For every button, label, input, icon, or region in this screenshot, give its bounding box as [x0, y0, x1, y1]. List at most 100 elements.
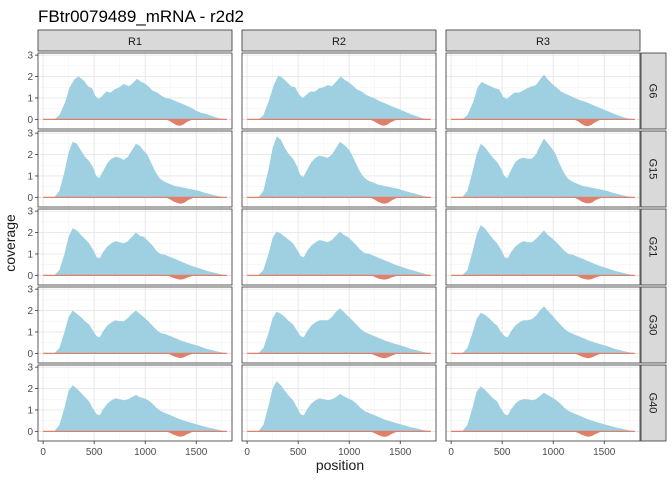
y-tick-label: 0 [27, 271, 33, 282]
x-tick-label: 1500 [389, 447, 412, 458]
y-tick-label: 3 [27, 285, 33, 296]
facet-panel [241, 286, 437, 364]
plus-strand-area [451, 306, 635, 354]
panel-border [37, 52, 233, 130]
minus-strand-area [247, 197, 431, 204]
x-tick-label: 1000 [338, 447, 361, 458]
y-tick-label: 0 [27, 427, 33, 438]
row-strip [640, 208, 667, 286]
plus-strand-area [451, 386, 635, 432]
x-tick-label: 0 [244, 447, 250, 458]
x-tick-label: 500 [86, 447, 103, 458]
panel-border [37, 130, 233, 208]
panel-border [445, 52, 641, 130]
facet-panel: 0 1 2 3 [27, 51, 233, 130]
panel-border [37, 364, 233, 442]
plus-strand-area [43, 228, 227, 276]
panel-border [445, 286, 641, 364]
x-tick-label: 1500 [185, 447, 208, 458]
y-tick-label: 3 [27, 363, 33, 374]
facet-panel [445, 286, 641, 364]
x-tick-label: 1000 [134, 447, 157, 458]
y-tick-label: 1 [27, 93, 33, 104]
y-tick-label: 1 [27, 171, 33, 182]
row-strip-label: G40 [647, 393, 659, 414]
minus-strand-area [247, 275, 431, 280]
panel-border [445, 364, 641, 442]
panel-border [241, 130, 437, 208]
y-tick-label: 2 [27, 72, 33, 83]
minus-strand-area [247, 431, 431, 437]
x-axis-label: position [316, 457, 364, 473]
row-strip [640, 130, 667, 208]
x-tick-label: 1000 [542, 447, 565, 458]
minus-strand-area [43, 353, 227, 359]
facet-panel [241, 52, 437, 130]
x-tick-label: 0 [40, 447, 46, 458]
facet-panel: 0 500 1000 1500 [241, 364, 437, 458]
row-strip-label: G30 [647, 315, 659, 336]
y-tick-label: 3 [27, 207, 33, 218]
x-tick-label: 1500 [593, 447, 616, 458]
plus-strand-area [43, 310, 227, 354]
column-strip-label: R3 [536, 36, 550, 48]
x-tick-label: 500 [494, 447, 511, 458]
plus-strand-area [451, 138, 635, 198]
y-tick-label: 2 [27, 306, 33, 317]
facet-panel: 0 1 2 3 [27, 129, 233, 208]
minus-strand-area [43, 431, 227, 437]
facet-grid: R1 R2 R3 G6 G15 G21 G30 G40 0 1 2 3 0 1 2 3 0 1 2 3 0 1 2 3 0 1 2 3… [27, 29, 667, 458]
panel-border [241, 364, 437, 442]
facet-panel [445, 208, 641, 286]
minus-strand-area [451, 431, 635, 437]
facet-panel: 0 1 2 3 [27, 285, 233, 364]
plus-strand-area [43, 141, 227, 198]
minus-strand-area [247, 353, 431, 359]
x-tick-label: 0 [448, 447, 454, 458]
panel-border [241, 208, 437, 286]
minus-strand-area [451, 353, 635, 359]
minus-strand-area [43, 275, 227, 280]
row-strip [640, 286, 667, 364]
facet-panel [445, 130, 641, 208]
minus-strand-area [43, 197, 227, 204]
x-tick-label: 500 [290, 447, 307, 458]
panel-border [445, 208, 641, 286]
row-strip-label: G6 [647, 84, 659, 99]
y-tick-label: 0 [27, 115, 33, 126]
y-tick-label: 0 [27, 193, 33, 204]
column-strip [37, 29, 233, 52]
panel-border [445, 130, 641, 208]
panel-border [241, 52, 437, 130]
facet-panel [445, 52, 641, 130]
y-tick-label: 1 [27, 405, 33, 416]
plus-strand-area [247, 308, 431, 354]
facet-panel: 0 1 2 3 0 500 1000 1500 [27, 363, 233, 458]
plus-strand-area [247, 75, 431, 120]
y-tick-label: 2 [27, 150, 33, 161]
column-strip [445, 29, 641, 52]
row-strip-label: G15 [647, 159, 659, 180]
panel-border [37, 208, 233, 286]
y-tick-label: 3 [27, 51, 33, 62]
plus-strand-area [43, 76, 227, 120]
facet-panel: 0 1 2 3 [27, 207, 233, 286]
y-tick-label: 2 [27, 384, 33, 395]
minus-strand-area [451, 197, 635, 204]
facet-panel [241, 208, 437, 286]
y-tick-label: 3 [27, 129, 33, 140]
plus-strand-area [451, 225, 635, 276]
row-strip [640, 52, 667, 130]
facet-panel: 0 500 1000 1500 [445, 364, 641, 458]
row-strip-label: G21 [647, 237, 659, 258]
chart-title: FBtr0079489_mRNA - r2d2 [38, 7, 244, 26]
column-strip-label: R1 [128, 36, 142, 48]
y-tick-label: 0 [27, 349, 33, 360]
y-tick-label: 1 [27, 327, 33, 338]
y-tick-label: 2 [27, 228, 33, 239]
plus-strand-area [247, 381, 431, 432]
panel-border [241, 286, 437, 364]
minus-strand-area [247, 119, 431, 126]
column-strip [241, 29, 437, 52]
